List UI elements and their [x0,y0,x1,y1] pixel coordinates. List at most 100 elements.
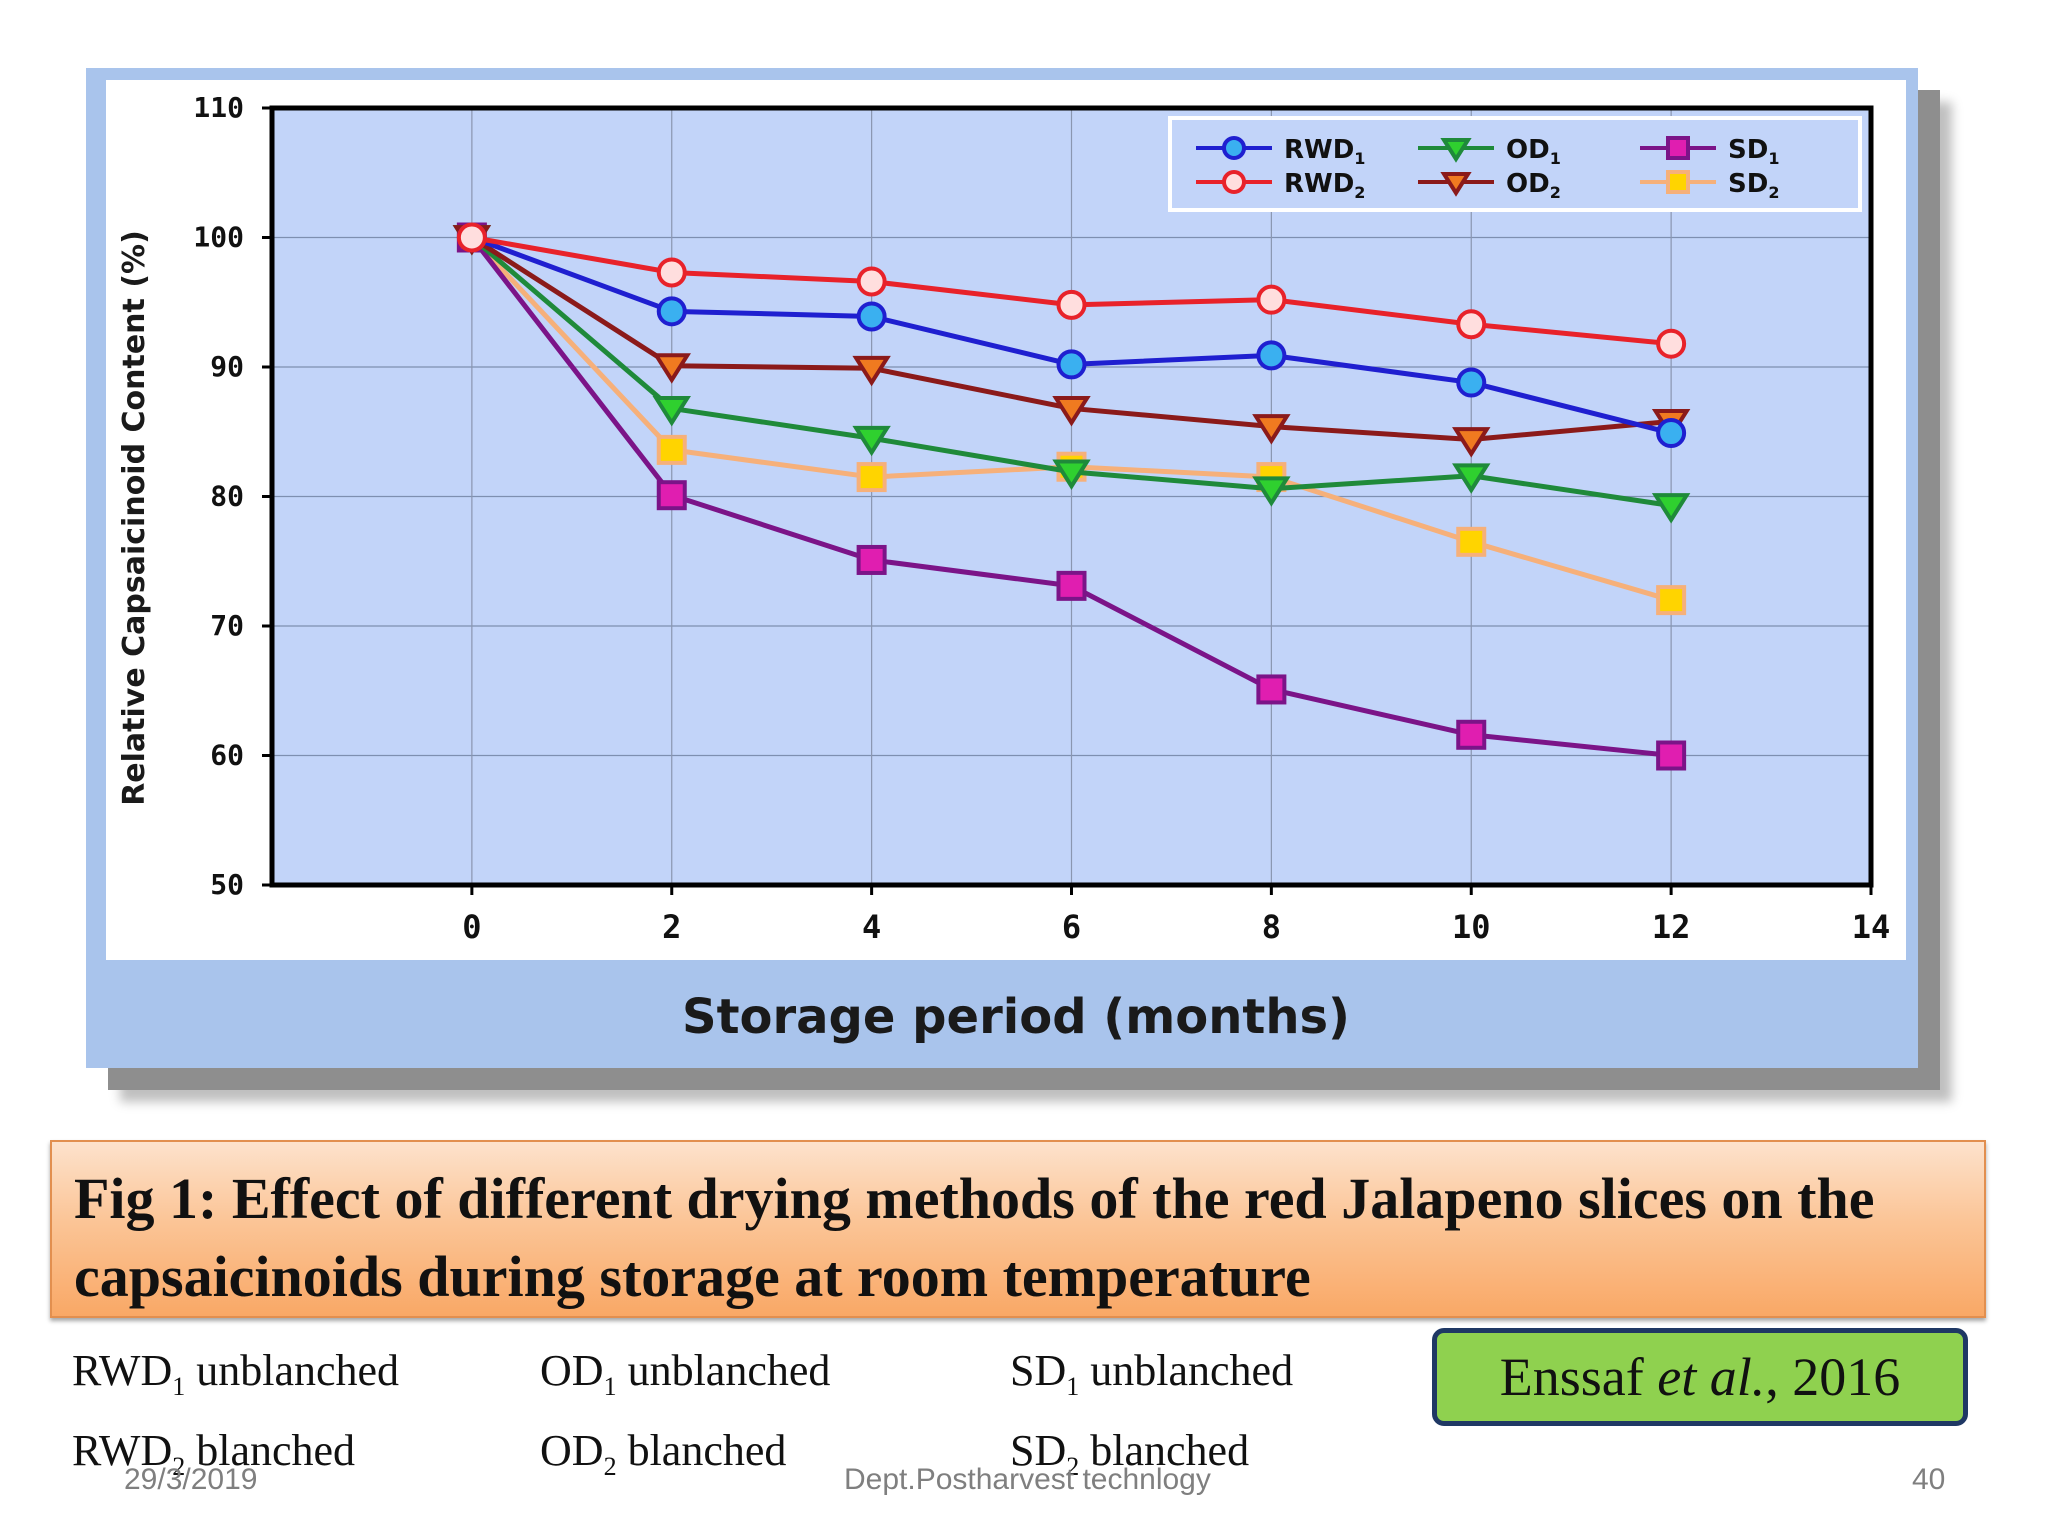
note-od2: OD2 blanched [540,1425,786,1482]
y-tick-label: 70 [210,609,244,642]
note-sd1: SD1 unblanched [1010,1345,1293,1402]
x-tick-label: 14 [1852,908,1891,946]
x-axis-label: Storage period (months) [682,989,1350,1045]
data-point-rwd2 [1056,289,1087,320]
legend-entry-od1: OD1 [1418,135,1561,168]
legend-label: SD2 [1728,169,1779,202]
data-point-od1 [1252,476,1291,507]
data-point-rwd2 [456,222,487,253]
legend-label-sub: 2 [1550,183,1561,202]
legend-label-text: SD [1728,135,1768,165]
legend-label-sub: 2 [1768,183,1779,202]
note-desc: unblanched [1090,1346,1294,1395]
figure-caption-box: Fig 1: Effect of different drying method… [50,1140,1986,1318]
data-point-rwd1 [1056,349,1087,380]
y-tick-label: 80 [210,480,244,513]
note-method: OD [540,1426,604,1475]
legend-label-sub: 1 [1550,149,1561,168]
legend-marker [1666,170,1690,194]
legend-label-text: OD [1506,169,1550,199]
citation-author: Enssaf [1499,1347,1644,1407]
y-tick-label: 60 [210,739,244,772]
citation-box: Enssaf et al., 2016 [1432,1328,1968,1426]
legend-label-text: RWD [1284,135,1354,165]
note-sub: 1 [172,1371,186,1401]
data-point-od2 [852,355,891,387]
legend-label-text: SD [1728,169,1768,199]
data-point-od1 [1052,459,1091,490]
data-point-rwd2 [1256,284,1287,315]
data-point-od2 [652,353,691,384]
note-sd2: SD2 blanched [1010,1425,1249,1482]
data-point-rwd1 [656,296,687,327]
legend-marker [1666,136,1690,160]
data-point-sd1 [1256,674,1287,705]
legend-label-text: OD [1506,135,1550,165]
legend-label-text: RWD [1284,169,1354,199]
data-point-rwd1 [1256,340,1287,371]
note-sub: 2 [1066,1451,1080,1481]
note-desc: blanched [1090,1426,1250,1475]
note-sub: 2 [172,1451,186,1481]
series-rwd2 [456,222,1687,359]
y-axis-label: Relative Capsaicinoid Content (%) [117,230,152,806]
legend-label-sub: 1 [1354,149,1365,168]
note-method: RWD [72,1426,173,1475]
y-tick-label: 50 [210,868,244,901]
data-point-sd2 [856,462,887,493]
legend-label: RWD2 [1284,169,1365,202]
chart-frame: 50 60 70 80 90 100 110 0 2 4 6 8 10 12 14 RWD1 RWD2 OD1 O… [86,68,1918,1068]
data-point-rwd1 [856,301,887,332]
note-method: RWD [72,1346,173,1395]
footer-date: 29/3/2019 [124,1463,258,1496]
x-tick-label: 8 [1262,908,1281,946]
note-desc: blanched [627,1426,787,1475]
legend-entry-rwd1: RWD1 [1196,135,1365,168]
data-point-od1 [652,396,691,427]
data-point-sd1 [1056,570,1087,601]
data-point-od2 [1452,427,1491,458]
legend-label-sub: 1 [1768,149,1779,168]
x-tick-label: 12 [1652,908,1691,946]
data-point-sd1 [656,480,687,511]
citation-year: , 2016 [1765,1347,1901,1407]
legend-label: OD1 [1506,135,1561,168]
note-rwd1: RWD1 unblanched [72,1345,399,1402]
data-point-rwd2 [856,266,887,297]
footer-page-number: 40 [1912,1463,1946,1496]
x-tick-label: 4 [862,908,881,946]
note-rwd2: RWD2 blanched [72,1425,355,1482]
data-point-sd1 [1456,719,1487,750]
figure-caption: Fig 1: Effect of different drying method… [74,1166,1875,1309]
data-point-sd1 [1656,740,1687,771]
data-point-rwd2 [656,257,687,288]
y-tick-label: 90 [210,350,244,383]
legend-label: SD1 [1728,135,1779,168]
legend-box [1168,116,1862,212]
note-method: SD [1010,1426,1067,1475]
footer-department: Dept.Postharvest technlogy [844,1463,1211,1496]
x-tick-label: 0 [462,908,481,946]
legend-label-sub: 2 [1354,183,1365,202]
data-point-sd2 [1656,585,1687,616]
legend-entry-rwd2: RWD2 [1196,169,1365,202]
data-point-rwd2 [1456,309,1487,340]
data-point-od2 [1052,396,1091,427]
legend-marker [1440,138,1472,163]
x-tick-label: 10 [1452,908,1491,946]
series-od2 [452,225,1691,458]
note-desc: unblanched [627,1346,831,1395]
note-od1: OD1 unblanched [540,1345,830,1402]
legend-entry-sd1: SD1 [1640,135,1779,168]
note-desc: blanched [196,1426,356,1475]
legend-label: RWD1 [1284,135,1365,168]
x-tick-label: 6 [1062,908,1081,946]
note-sub: 2 [603,1451,617,1481]
legend-label: OD2 [1506,169,1561,202]
note-method: OD [540,1346,604,1395]
note-sub: 1 [1066,1371,1080,1401]
data-point-sd2 [1456,526,1487,557]
note-method: SD [1010,1346,1067,1395]
y-tick-label: 100 [193,221,244,254]
legend-entry-od2: OD2 [1418,169,1561,202]
